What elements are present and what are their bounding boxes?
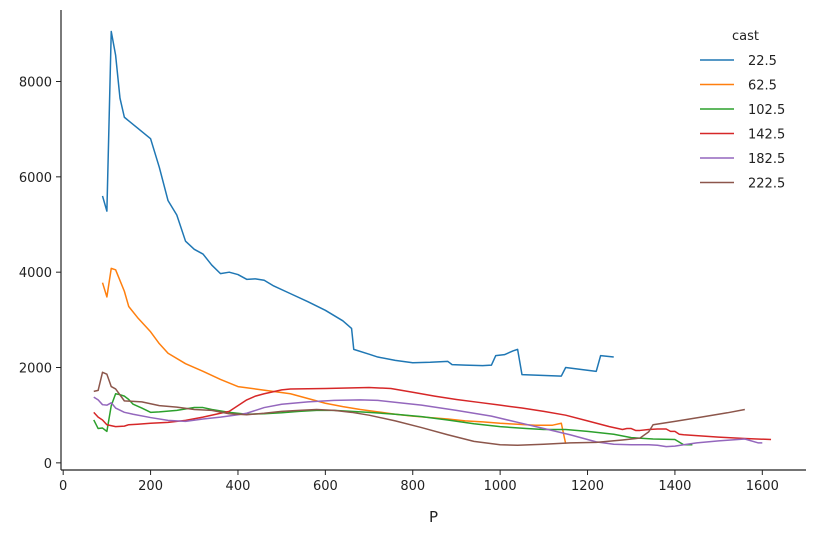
series-lines [93, 30, 772, 448]
legend-entry-label: 22.5 [748, 54, 777, 69]
series-line-102-5 [93, 392, 693, 446]
x-tick-label: 1600 [746, 479, 779, 494]
series-line-22-5 [101, 30, 614, 377]
series-line-142-5 [93, 386, 772, 441]
x-tick-label: 400 [226, 479, 251, 494]
y-tick-label: 6000 [19, 171, 52, 186]
y-tick-label: 0 [44, 457, 52, 472]
axes [60, 10, 806, 471]
legend-title: cast [732, 29, 759, 44]
y-tick-label: 8000 [19, 76, 52, 91]
legend-entry-label: 142.5 [748, 128, 785, 143]
series-line-182-5 [93, 396, 763, 448]
x-tick-label: 1400 [658, 479, 691, 494]
x-tick-label: 200 [138, 479, 163, 494]
x-tick-label: 0 [59, 479, 67, 494]
legend-entry-label: 102.5 [748, 103, 785, 118]
x-axis-ticks: 0 200 400 600 800 1000 1200 1400 1600 [59, 470, 779, 494]
legend-entry-label: 222.5 [748, 177, 785, 192]
y-tick-label: 2000 [19, 362, 52, 377]
y-tick-label: 4000 [19, 266, 52, 281]
x-tick-label: 600 [313, 479, 338, 494]
series-line-222-5 [93, 371, 745, 446]
legend: cast 22.5 62.5 102.5 142.5 182.5 222.5 [700, 29, 785, 192]
x-tick-label: 800 [400, 479, 425, 494]
y-axis-ticks: 0 2000 4000 6000 8000 [19, 76, 61, 472]
x-tick-label: 1000 [484, 479, 517, 494]
legend-entry-label: 182.5 [748, 152, 785, 167]
legend-entry-label: 62.5 [748, 79, 777, 94]
x-axis-title: P [429, 508, 438, 526]
x-tick-label: 1200 [571, 479, 604, 494]
series-line-62-5 [101, 267, 567, 444]
